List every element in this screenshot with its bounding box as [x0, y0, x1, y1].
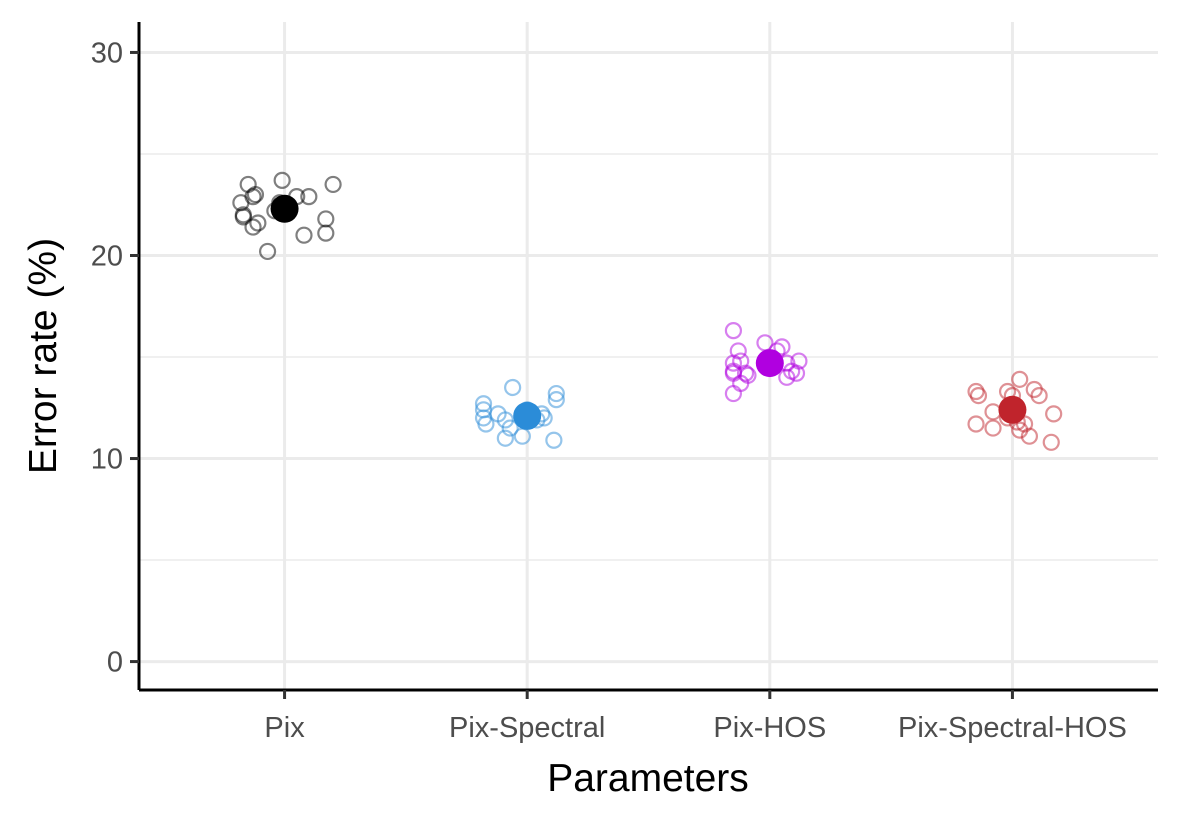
data-point — [496, 429, 514, 447]
x-tick-label: Pix — [264, 712, 305, 744]
data-point — [778, 368, 796, 386]
data-point — [739, 366, 757, 384]
data-point — [967, 415, 985, 433]
x-tick-label: Pix-HOS — [713, 712, 826, 744]
x-tick-label: Pix-Spectral-HOS — [898, 712, 1127, 744]
data-point — [969, 386, 988, 405]
data-point — [1042, 433, 1060, 451]
data-point — [244, 218, 262, 236]
data-point — [547, 391, 565, 409]
data-point — [773, 338, 791, 356]
mean-point — [998, 395, 1027, 424]
data-point — [1030, 386, 1048, 405]
data-point — [317, 210, 335, 228]
data-point — [984, 403, 1002, 421]
data-point — [504, 378, 522, 397]
mean-point — [755, 349, 784, 378]
data-point — [787, 364, 806, 382]
data-point — [545, 431, 563, 449]
data-point — [477, 415, 495, 433]
data-point — [1020, 427, 1039, 445]
x-tick-label: Pix-Spectral — [449, 712, 605, 744]
data-point — [246, 185, 265, 204]
data-point — [1011, 370, 1029, 388]
mean-point — [513, 401, 542, 430]
mean-markers — [270, 194, 1027, 430]
data-point — [729, 342, 747, 360]
data-point — [234, 208, 252, 226]
ticks: 0 10 20 30 Pix Pix-Spectral Pix-HOS Pix-Spectra… — [91, 37, 1127, 744]
data-point — [324, 175, 342, 194]
data-point — [273, 171, 291, 189]
data-point — [547, 384, 565, 403]
data-point — [724, 322, 743, 340]
mean-point — [270, 194, 299, 223]
grid — [139, 22, 1158, 690]
y-tick-label: 10 — [91, 444, 123, 476]
data-point — [249, 214, 267, 232]
y-axis-title: Error rate (%) — [22, 238, 65, 474]
data-point — [736, 364, 755, 382]
x-axis-title: Parameters — [547, 757, 749, 800]
data-point — [295, 226, 313, 244]
data-point — [724, 384, 743, 403]
y-tick-label: 30 — [91, 37, 123, 69]
data-point — [984, 419, 1002, 437]
axes — [137, 22, 1158, 692]
data-point — [501, 419, 519, 437]
data-points — [232, 171, 1063, 451]
data-point — [300, 188, 318, 206]
data-point — [258, 242, 277, 261]
data-point — [1045, 405, 1063, 423]
data-point — [317, 224, 335, 242]
y-tick-label: 0 — [107, 647, 123, 679]
data-point — [790, 352, 808, 370]
y-tick-label: 20 — [91, 240, 123, 272]
